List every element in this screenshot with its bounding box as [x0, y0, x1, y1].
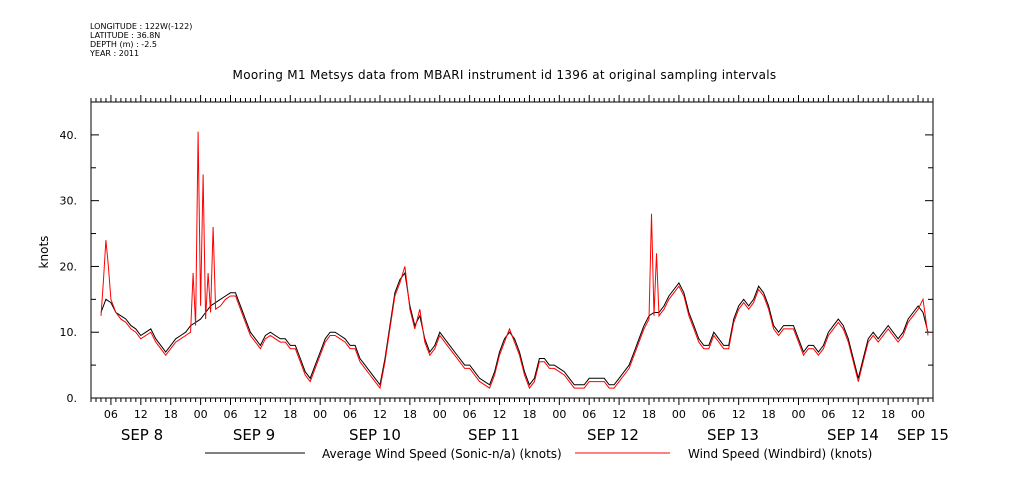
hour-tick-label: 18 — [881, 408, 895, 421]
meta-year: YEAR : 2011 — [90, 49, 140, 58]
series-average-wind-speed — [100, 271, 929, 386]
legend: Average Wind Speed (Sonic-n/a) (knots) W… — [205, 447, 872, 461]
y-axis-label: knots — [37, 236, 51, 269]
y-tick-label: 20. — [60, 260, 78, 273]
hour-tick-label: 18 — [164, 408, 178, 421]
hour-tick-label: 18 — [403, 408, 417, 421]
day-tick-label: SEP 15 — [897, 426, 949, 444]
plot-frame — [90, 101, 934, 399]
hour-tick-label: 12 — [732, 408, 746, 421]
hour-tick-label: 00 — [194, 408, 208, 421]
hour-tick-label: 12 — [851, 408, 865, 421]
hour-tick-label: 06 — [224, 408, 238, 421]
hour-tick-label: 06 — [463, 408, 477, 421]
hour-tick-label: 12 — [373, 408, 387, 421]
legend-label-average: Average Wind Speed (Sonic-n/a) (knots) — [322, 447, 562, 461]
meta-longitude: LONGITUDE : 122W(-122) — [90, 22, 193, 31]
series-windbird-wind-speed — [100, 131, 929, 390]
legend-label-windbird: Wind Speed (Windbird) (knots) — [688, 447, 872, 461]
y-tick-label: 40. — [60, 129, 78, 142]
hour-tick-label: 18 — [762, 408, 776, 421]
hour-tick-label: 18 — [642, 408, 656, 421]
y-tick-label: 30. — [60, 195, 78, 208]
hour-tick-label: 00 — [313, 408, 327, 421]
day-tick-label: SEP 10 — [349, 426, 401, 444]
hour-tick-label: 00 — [552, 408, 566, 421]
hour-tick-label: 00 — [433, 408, 447, 421]
meta-depth: DEPTH (m) : -2.5 — [90, 40, 157, 49]
y-tick-label: 0. — [67, 392, 78, 405]
axis-ticks — [90, 95, 934, 405]
hour-tick-label: 18 — [522, 408, 536, 421]
hour-tick-label: 12 — [134, 408, 148, 421]
hour-tick-label: 00 — [672, 408, 686, 421]
hour-tick-label: 12 — [253, 408, 267, 421]
hour-tick-label: 00 — [911, 408, 925, 421]
hour-tick-label: 12 — [612, 408, 626, 421]
series-layer — [100, 131, 929, 390]
hour-tick-label: 06 — [104, 408, 118, 421]
hour-tick-label: 00 — [791, 408, 805, 421]
chart-title: Mooring M1 Metsys data from MBARI instru… — [232, 68, 777, 82]
meta-latitude: LATITUDE : 36.8N — [90, 31, 161, 40]
day-tick-label: SEP 8 — [121, 426, 163, 444]
hour-tick-label: 06 — [582, 408, 596, 421]
y-tick-label: 10. — [60, 326, 78, 339]
day-tick-label: SEP 9 — [233, 426, 275, 444]
y-tick-labels: 0. 10. 20. 30. 40. — [60, 129, 78, 405]
day-tick-label: SEP 14 — [827, 426, 879, 444]
hour-tick-label: 12 — [493, 408, 507, 421]
x-tick-labels: 06 12 18 00 06 12 18 00 06 12 18 00 06 12 18 00 06 12 18 00… — [104, 408, 949, 444]
hour-tick-label: 06 — [343, 408, 357, 421]
hour-tick-label: 06 — [702, 408, 716, 421]
hour-tick-label: 06 — [821, 408, 835, 421]
hour-tick-label: 18 — [283, 408, 297, 421]
day-tick-label: SEP 13 — [707, 426, 759, 444]
metadata-block: LONGITUDE : 122W(-122) LATITUDE : 36.8N … — [90, 22, 192, 58]
day-tick-label: SEP 12 — [587, 426, 639, 444]
day-tick-label: SEP 11 — [468, 426, 520, 444]
